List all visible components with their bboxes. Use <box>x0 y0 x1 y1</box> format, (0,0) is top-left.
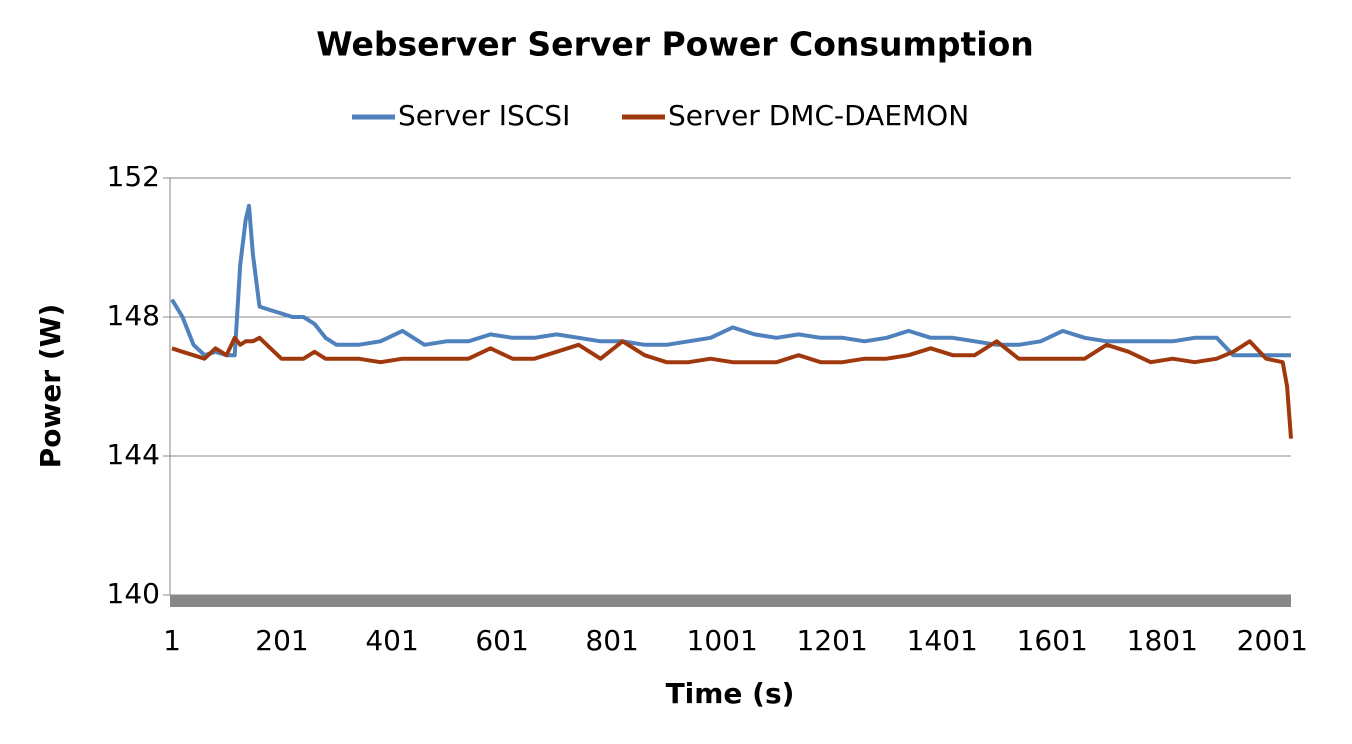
x-axis <box>170 595 1291 607</box>
x-tick-label: 201 <box>255 624 308 657</box>
series-line <box>170 203 1291 358</box>
x-tick-label: 2001 <box>1237 624 1308 657</box>
legend-label: Server DMC-DAEMON <box>668 99 969 132</box>
x-tick-label: 1401 <box>907 624 978 657</box>
x-tick-label: 1 <box>163 624 181 657</box>
x-tick-label: 1001 <box>687 624 758 657</box>
x-tick-label: 1201 <box>797 624 868 657</box>
x-axis-label: Time (s) <box>666 677 795 710</box>
y-axis-label: Power (W) <box>34 304 67 469</box>
legend-label: Server ISCSI <box>398 99 570 132</box>
x-tick-label: 401 <box>365 624 418 657</box>
series-line <box>171 335 1293 439</box>
x-tick-label: 1601 <box>1017 624 1088 657</box>
y-tick-label: 152 <box>107 160 160 193</box>
x-tick-label: 601 <box>475 624 528 657</box>
y-tick-label: 144 <box>107 438 160 471</box>
x-tick-label: 801 <box>585 624 638 657</box>
chart-title: Webserver Server Power Consumption <box>316 25 1034 64</box>
y-tick-label: 140 <box>107 577 160 610</box>
y-tick-label: 148 <box>107 299 160 332</box>
x-tick-label: 1801 <box>1127 624 1198 657</box>
